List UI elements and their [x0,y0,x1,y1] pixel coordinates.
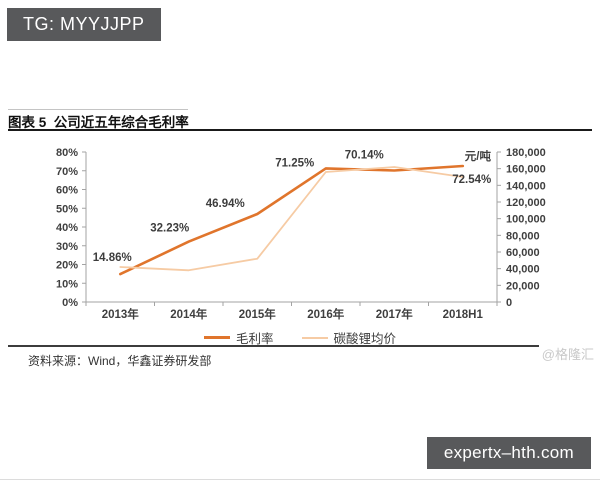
x-axis-label: 2017年 [376,307,414,321]
svg-text:80%: 80% [56,147,78,159]
gross-margin-line-chart: 0% 10% 20% 30% 40% 50% 60% 70% 80% 0 20,000 40,000 6… [56,147,546,321]
svg-text:30%: 30% [56,241,78,253]
svg-text:0%: 0% [62,297,78,309]
svg-text:160,000: 160,000 [506,164,546,176]
gelonghui-watermark: @格隆汇 [538,344,594,363]
svg-text:40%: 40% [56,222,78,234]
x-axis: 2013年 2014年 2015年 2016年 2017年 2018H1 [85,301,498,321]
right-axis-unit-label: 元/吨 [465,149,492,163]
price-line-swatch [301,336,328,339]
point-label: 71.25% [275,157,314,169]
series-line-0 [119,164,465,276]
source-divider-rule [8,345,592,347]
figure-title: 图表 5 公司近五年综合毛利率 [8,115,189,130]
svg-text:140,000: 140,000 [506,180,546,192]
svg-text:10%: 10% [56,278,78,290]
point-label: 72.54% [452,174,491,186]
legend-item-price: 碳酸锂均价 [301,328,397,347]
price-legend-label: 碳酸锂均价 [333,332,397,346]
right-axis: 0 20,000 40,000 60,000 80,000 100,000 120,000 1… [465,147,546,309]
tg-contact-badge: TG: MYYJJPP [7,8,161,41]
svg-text:60%: 60% [56,185,78,197]
x-axis-label: 2016年 [307,307,345,321]
point-label: 46.94% [206,198,245,210]
x-axis-label: 2018H1 [443,309,484,321]
svg-text:80,000: 80,000 [506,230,540,242]
svg-text:70%: 70% [56,166,78,178]
point-label: 14.86% [93,252,132,264]
x-axis-label: 2014年 [170,307,208,321]
svg-text:50%: 50% [56,203,78,215]
margin-line-swatch [203,336,230,339]
margin-point-labels: 14.86% 32.23% 46.94% 71.25% 70.14% 72.54% [93,149,492,264]
legend-item-margin: 毛利率 [203,328,274,347]
point-label: 32.23% [150,223,189,235]
x-axis-label: 2013年 [102,307,140,321]
site-watermark-badge: expertx–hth.com [426,437,591,469]
tg-contact-badge-label: TG: MYYJJPP [23,14,145,34]
svg-text:20%: 20% [56,260,78,272]
svg-text:60,000: 60,000 [506,247,540,259]
point-label: 70.14% [345,149,384,161]
svg-text:180,000: 180,000 [506,147,546,159]
site-watermark-label: expertx–hth.com [443,443,574,462]
svg-text:0: 0 [506,297,512,309]
pre-title-rule [8,109,188,110]
title-underline-rule [8,129,592,131]
svg-text:100,000: 100,000 [506,214,546,226]
svg-text:40,000: 40,000 [506,264,540,276]
chart-legend: 毛利率 碳酸锂均价 [0,328,600,347]
source-note: 资料来源：Wind，华鑫证券研发部 [28,354,212,368]
svg-text:20,000: 20,000 [506,280,540,292]
x-axis-label: 2015年 [239,307,277,321]
left-axis: 0% 10% 20% 30% 40% 50% 60% 70% 80% [56,147,87,309]
margin-legend-label: 毛利率 [235,332,274,346]
series-line-1 [119,166,464,272]
svg-text:120,000: 120,000 [506,197,546,209]
